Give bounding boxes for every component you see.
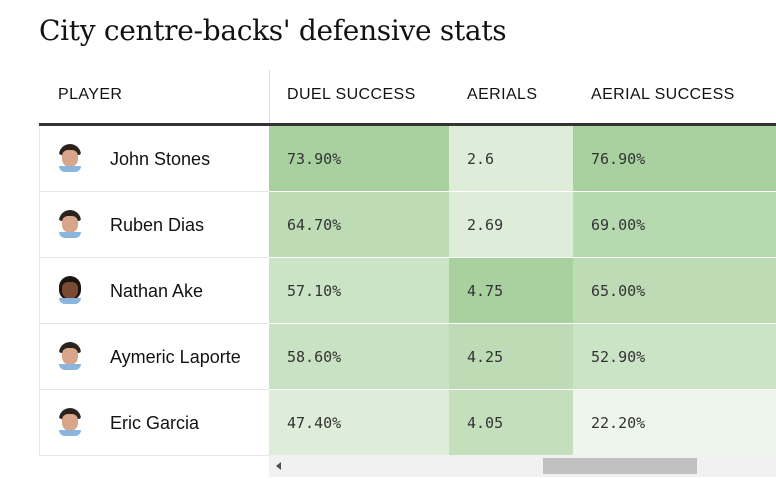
player-name: Eric Garcia xyxy=(110,413,200,433)
stats-table: PLAYER DUEL SUCCESS AERIALS AERIAL SUCCE… xyxy=(39,70,776,456)
scrollbar-thumb[interactable] xyxy=(543,458,697,474)
player-name: Ruben Dias xyxy=(110,215,205,235)
column-header-player: PLAYER xyxy=(58,86,123,103)
header-divider xyxy=(269,70,270,123)
aerials-cell: 4.25 xyxy=(449,324,574,390)
table-body: John Stones 73.90% 2.6 76.90% Ruben Dias… xyxy=(39,126,776,456)
column-header-aerial-success: AERIAL SUCCESS xyxy=(591,86,735,103)
table-row: John Stones 73.90% 2.6 76.90% xyxy=(39,126,776,192)
player-cell: Eric Garcia xyxy=(39,390,270,456)
chevron-left-icon[interactable] xyxy=(276,462,281,470)
player-cell: Nathan Ake xyxy=(39,258,270,324)
aerial-success-cell: 52.90% xyxy=(573,324,776,390)
player-headshot-icon xyxy=(59,144,81,172)
duel-success-cell: 47.40% xyxy=(269,390,450,456)
aerials-cell: 4.75 xyxy=(449,258,574,324)
aerials-cell: 2.6 xyxy=(449,126,574,192)
column-header-duel-success: DUEL SUCCESS xyxy=(287,86,416,103)
player-headshot-icon xyxy=(59,408,81,436)
player-name: John Stones xyxy=(110,149,211,169)
column-header-aerials: AERIALS xyxy=(467,86,538,103)
aerial-success-cell: 22.20% xyxy=(573,390,776,456)
page-title: City centre-backs' defensive stats xyxy=(39,14,507,47)
table-row: Nathan Ake 57.10% 4.75 65.00% xyxy=(39,258,776,324)
player-name: Nathan Ake xyxy=(110,281,204,301)
player-cell: Aymeric Laporte xyxy=(39,324,270,390)
player-cell: Ruben Dias xyxy=(39,192,270,258)
duel-success-cell: 58.60% xyxy=(269,324,450,390)
player-headshot-icon xyxy=(59,276,81,304)
table-header: PLAYER DUEL SUCCESS AERIALS AERIAL SUCCE… xyxy=(39,70,776,126)
player-cell: John Stones xyxy=(39,126,270,192)
aerial-success-cell: 76.90% xyxy=(573,126,776,192)
player-headshot-icon xyxy=(59,342,81,370)
player-name: Aymeric Laporte xyxy=(110,347,241,367)
aerials-cell: 4.05 xyxy=(449,390,574,456)
table-row: Ruben Dias 64.70% 2.69 69.00% xyxy=(39,192,776,258)
table-row: Aymeric Laporte 58.60% 4.25 52.90% xyxy=(39,324,776,390)
duel-success-cell: 57.10% xyxy=(269,258,450,324)
aerial-success-cell: 65.00% xyxy=(573,258,776,324)
aerial-success-cell: 69.00% xyxy=(573,192,776,258)
duel-success-cell: 73.90% xyxy=(269,126,450,192)
aerials-cell: 2.69 xyxy=(449,192,574,258)
horizontal-scrollbar[interactable] xyxy=(269,455,776,477)
table-row: Eric Garcia 47.40% 4.05 22.20% xyxy=(39,390,776,456)
player-headshot-icon xyxy=(59,210,81,238)
duel-success-cell: 64.70% xyxy=(269,192,450,258)
